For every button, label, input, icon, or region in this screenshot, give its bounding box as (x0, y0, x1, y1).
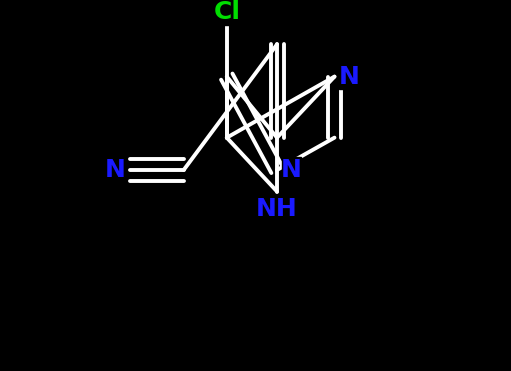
Text: N: N (338, 65, 359, 89)
Text: N: N (281, 158, 302, 182)
Bar (258, 197, 297, 222)
Text: NH: NH (256, 197, 298, 221)
Bar (106, 157, 125, 183)
Bar (207, 0, 246, 24)
Bar (282, 157, 301, 183)
Text: Cl: Cl (213, 0, 240, 24)
Text: N: N (105, 158, 126, 182)
Bar (339, 64, 359, 89)
